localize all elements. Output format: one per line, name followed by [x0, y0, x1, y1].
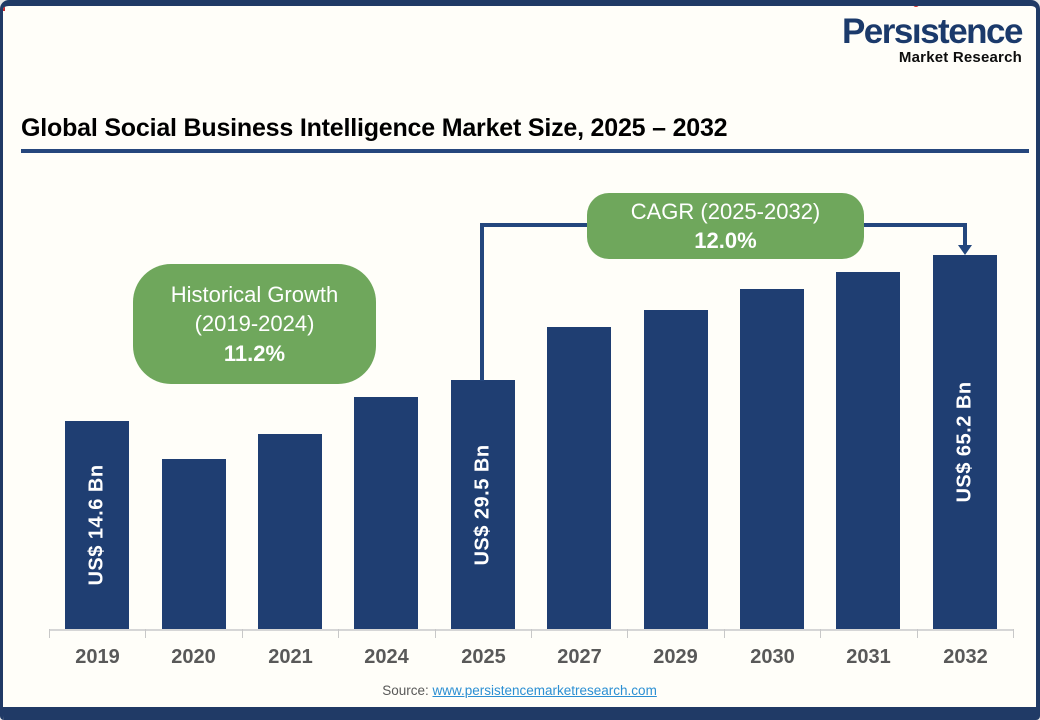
x-axis-tick: [627, 629, 628, 638]
arrow-down-icon: [958, 245, 972, 255]
x-axis-tick: [917, 629, 918, 638]
source-prefix: Source:: [382, 683, 429, 698]
x-axis-label-2019: 2019: [75, 646, 120, 668]
logo-sub-text: Market Research: [898, 49, 1022, 66]
x-axis-label-2025: 2025: [461, 646, 506, 668]
x-axis-tick: [242, 629, 243, 638]
x-axis-tick: [435, 629, 436, 638]
historical-growth-callout: Historical Growth (2019-2024) 11.2%: [133, 264, 376, 384]
bar-2029: [644, 310, 708, 629]
logo-brand-text: Pers ıstence: [842, 6, 1023, 49]
bar-2021: [258, 434, 322, 629]
corner-accent: [3, 6, 5, 11]
x-axis-label-2020: 2020: [171, 646, 216, 668]
bar-2025: US$ 29.5 Bn: [451, 380, 515, 629]
footer-strip: [3, 707, 1036, 720]
x-axis-tick: [145, 629, 146, 638]
x-axis-label-2027: 2027: [557, 646, 602, 668]
cagr-bracket-left-line: [480, 223, 484, 381]
cagr-value: 12.0%: [694, 228, 757, 253]
x-axis-tick: [338, 629, 339, 638]
bar-2031: [836, 272, 900, 629]
x-axis-label-2032: 2032: [943, 646, 988, 668]
historical-growth-range: (2019-2024): [194, 311, 315, 337]
x-axis-label-2029: 2029: [653, 646, 698, 668]
page-title: Global Social Business Intelligence Mark…: [21, 114, 728, 142]
x-axis-label-2030: 2030: [750, 646, 795, 668]
title-underline: [21, 149, 1029, 153]
bar-2024: [354, 397, 418, 629]
bar-2027: [547, 327, 611, 629]
x-axis-tick: [724, 629, 725, 638]
bar-value-label-2032: US$ 65.2 Bn: [953, 381, 976, 503]
bar-2020: [162, 459, 226, 629]
x-axis-label-2031: 2031: [846, 646, 891, 668]
source-line: Source: www.persistencemarketresearch.co…: [3, 683, 1036, 698]
historical-growth-value: 11.2%: [223, 340, 286, 366]
x-axis-tick: [820, 629, 821, 638]
bar-2019: US$ 14.6 Bn: [65, 421, 129, 629]
bar-value-label-2019: US$ 14.6 Bn: [85, 464, 108, 586]
bar-2030: [740, 289, 804, 629]
x-axis-tick: [1013, 629, 1014, 638]
source-link[interactable]: www.persistencemarketresearch.com: [432, 683, 657, 698]
cagr-label: CAGR (2025-2032): [630, 198, 821, 224]
x-axis-tick: [49, 629, 50, 638]
historical-growth-label: Historical Growth: [170, 282, 339, 308]
x-axis-label-2024: 2024: [364, 646, 409, 668]
bar-2032: US$ 65.2 Bn: [933, 255, 997, 629]
cagr-bracket-right-line: [963, 223, 967, 246]
x-axis-label-2021: 2021: [268, 646, 313, 668]
brand-logo: Pers ıstence Market Research: [842, 6, 1023, 66]
cagr-callout: CAGR (2025-2032) 12.0%: [587, 193, 864, 259]
bar-value-label-2025: US$ 29.5 Bn: [471, 443, 494, 566]
logo-red-dot-icon: [912, 6, 920, 7]
x-axis-tick: [531, 629, 532, 638]
